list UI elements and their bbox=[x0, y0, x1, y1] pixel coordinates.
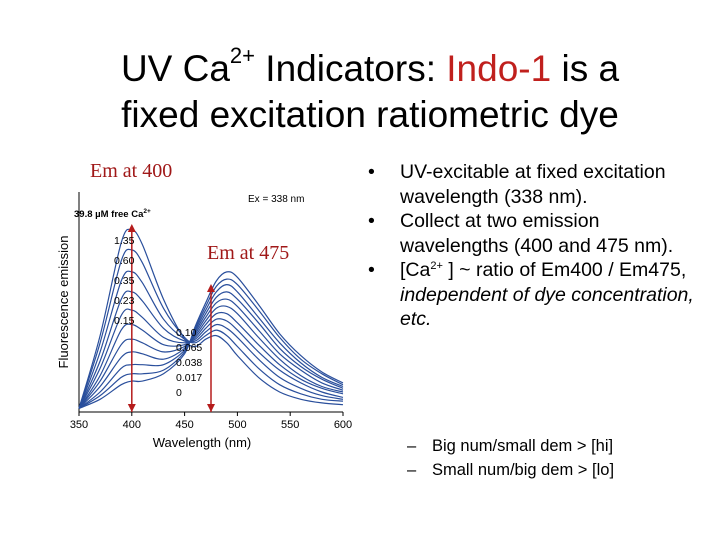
title-text-1: UV Ca bbox=[120, 48, 230, 89]
title-line-2: fixed excitation ratiometric dye bbox=[121, 94, 619, 135]
x-axis-label: Wavelength (nm) bbox=[153, 435, 252, 450]
spectrum-line-4 bbox=[78, 308, 344, 409]
slide-title: UV Ca2+ Indicators: Indo-1 is a fixed ex… bbox=[60, 43, 680, 138]
bullet-item: • UV-excitable at fixed excitation wavele… bbox=[368, 161, 666, 208]
curve-label: 0.017 bbox=[176, 372, 202, 384]
curve-label: 0.10 bbox=[176, 327, 197, 339]
spectrum-line-5 bbox=[78, 305, 344, 409]
bullet-item: • [Ca2+ ] ~ ratio of Em400 / Em475, indep… bbox=[368, 259, 694, 330]
x-axis-ticks: 350 400 450 500 550 600 bbox=[70, 412, 352, 431]
x-tick-label: 550 bbox=[281, 419, 299, 431]
spectrum-line-2 bbox=[78, 270, 344, 409]
x-tick-label: 450 bbox=[175, 419, 193, 431]
em400-label: Em at 400 bbox=[90, 160, 173, 182]
em475-label: Em at 475 bbox=[205, 242, 292, 265]
curve-label: 0.15 bbox=[114, 315, 135, 327]
spectrum-line-7 bbox=[78, 291, 344, 409]
curve-label: 0 bbox=[176, 387, 182, 399]
sub-bullet-item: – Small num/big dem > [lo] bbox=[407, 458, 707, 482]
sub-bullet-item: – Big num/small dem > [hi] bbox=[407, 434, 707, 458]
curve-label: 0.60 bbox=[114, 255, 135, 267]
spectrum-line-10 bbox=[78, 271, 344, 409]
marker-arrow-down-475 bbox=[207, 404, 215, 412]
marker-arrow-up-400 bbox=[127, 224, 136, 232]
dash-icon: – bbox=[407, 461, 417, 479]
curve-labels: 1.35 0.60 0.35 0.23 0.15 0.10 0.065 0.038 0.017 0 bbox=[114, 235, 202, 399]
calcium-top-label: 39.8 µM free Ca2+ bbox=[74, 208, 151, 220]
spectrum-line-3 bbox=[78, 290, 344, 409]
curve-label: 1.35 bbox=[114, 235, 135, 247]
spectrum-line-0 bbox=[78, 228, 344, 409]
spectrum-line-8 bbox=[78, 283, 344, 409]
spectrum-line-6 bbox=[78, 298, 344, 409]
bullet-item: • Collect at two emission wavelengths (40… bbox=[368, 210, 674, 257]
x-tick-label: 500 bbox=[228, 419, 246, 431]
x-tick-label: 350 bbox=[70, 419, 88, 431]
spectra-curves bbox=[78, 228, 344, 409]
bullet-list: • UV-excitable at fixed excitation wavele… bbox=[368, 160, 713, 332]
spectrum-line-9 bbox=[78, 278, 344, 409]
excitation-annotation: Ex = 338 nm bbox=[248, 194, 304, 205]
marker-arrow-down-400 bbox=[127, 404, 136, 412]
title-text-2: Indicators: bbox=[255, 48, 447, 89]
title-highlight: Indo-1 bbox=[446, 48, 552, 89]
wavelength-markers bbox=[127, 224, 215, 412]
bullet-dot-icon: • bbox=[368, 161, 375, 183]
bullet-dot-icon: • bbox=[368, 210, 375, 232]
curve-label: 0.038 bbox=[176, 357, 202, 369]
y-axis-label: Fluorescence emission bbox=[56, 236, 71, 369]
x-tick-label: 600 bbox=[334, 419, 352, 431]
dash-icon: – bbox=[407, 437, 417, 455]
spectrum-line-1 bbox=[78, 248, 344, 409]
curve-label: 0.35 bbox=[114, 275, 135, 287]
title-superscript: 2+ bbox=[229, 43, 256, 68]
curve-label: 0.23 bbox=[114, 295, 135, 307]
bullet-dot-icon: • bbox=[368, 259, 375, 281]
marker-arrow-up-475 bbox=[207, 284, 215, 292]
curve-label: 0.065 bbox=[176, 342, 202, 354]
x-tick-label: 400 bbox=[123, 419, 141, 431]
title-text-3: is a bbox=[551, 48, 620, 89]
emission-spectra-chart: 350 400 450 500 550 600 1.35 0.60 0.35 0.23 0.15 0… bbox=[56, 192, 352, 450]
sub-bullet-list: – Big num/small dem > [hi] – Small num/big… bbox=[407, 434, 707, 482]
